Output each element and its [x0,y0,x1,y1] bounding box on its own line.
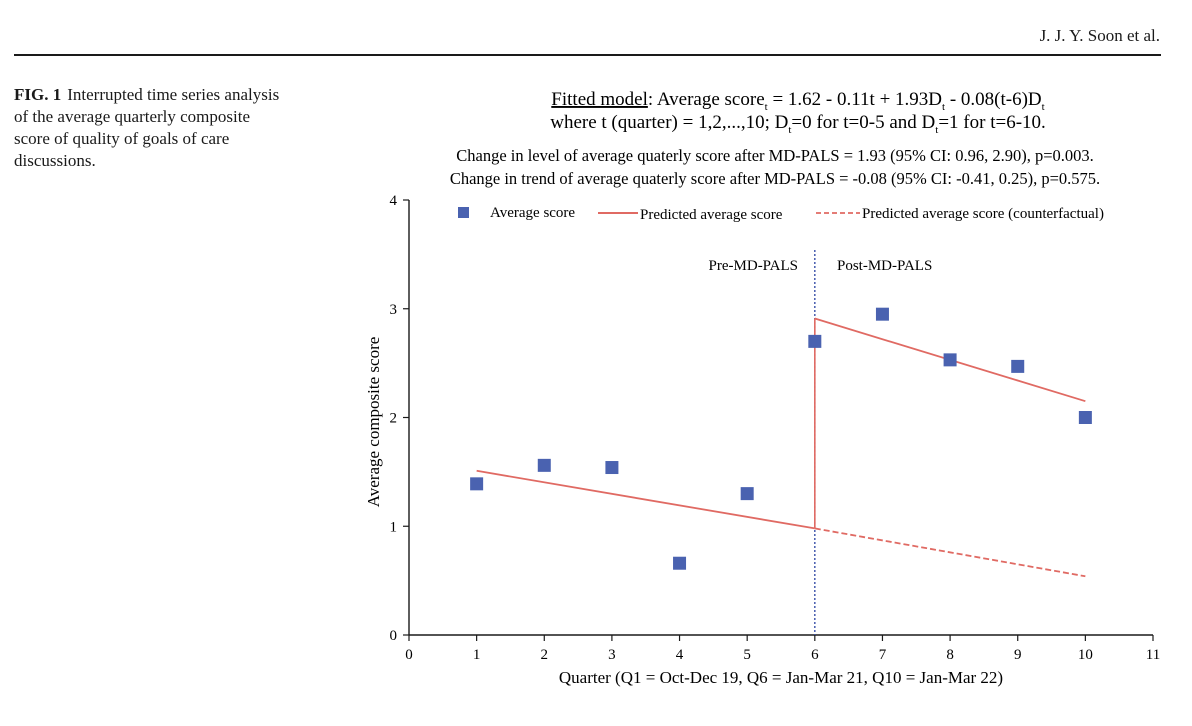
x-tick-label: 10 [1078,647,1093,663]
data-point [1078,411,1092,424]
change-trend-text: Change in trend of average quaterly scor… [450,169,1100,188]
data-point [470,477,484,491]
model-subscript: t [788,124,791,136]
model-eq-part: =0 for t=0-5 and D [791,112,935,133]
data-point [808,334,822,348]
legend-label-average: Average score [490,205,575,221]
data-point [537,458,551,472]
y-tick-label: 3 [390,302,398,318]
x-tick-label: 2 [541,647,549,663]
phase-label-pre: Pre-MD-PALS [709,258,798,274]
x-tick-label: 8 [946,647,954,663]
x-tick-label: 3 [608,647,616,663]
x-tick-label: 5 [743,647,751,663]
model-eq-part: where t (quarter) = 1,2,...,10; D [550,112,788,133]
y-tick-label: 4 [390,193,398,209]
axes: 0 1 2 3 4 5 6 7 8 9 10 11 0 1 2 3 4 [390,193,1161,663]
legend-label-counterfactual: Predicted average score (counterfactual) [862,206,1104,222]
running-head: J. J. Y. Soon et al. [1039,26,1160,45]
change-level-text: Change in level of average quaterly scor… [456,146,1094,165]
y-tick-label: 0 [390,628,398,644]
y-tick-label: 1 [390,519,398,535]
x-axis-label: Quarter (Q1 = Oct-Dec 19, Q6 = Jan-Mar 2… [559,668,1003,687]
x-tick-label: 6 [811,647,819,663]
header-rule [14,54,1161,56]
model-equation-line2: where t (quarter) = 1,2,...,10; Dt=0 for… [550,112,1046,136]
phase-label-post: Post-MD-PALS [837,258,932,274]
data-point [1011,359,1025,373]
y-axis-label: Average composite score [364,337,383,508]
data-point [673,556,687,570]
data-point [943,353,957,367]
x-tick-label: 9 [1014,647,1022,663]
figure-caption: FIG. 1 Interrupted time series analysis o… [14,84,284,172]
legend-label-predicted: Predicted average score [640,207,783,223]
x-tick-label: 1 [473,647,481,663]
data-point [875,307,889,321]
model-subscript: t [1042,101,1045,113]
x-ticks: 0 1 2 3 4 5 6 7 8 9 10 11 [405,635,1160,663]
model-text: Fitted model: Average scoret = 1.62 - 0.… [550,89,1046,136]
x-tick-label: 0 [405,647,413,663]
model-label: Fitted model [551,89,648,110]
legend-marker-average [458,207,469,218]
model-subscript: t [765,101,768,113]
y-ticks: 0 1 2 3 4 [390,193,409,644]
counterfactual-line [814,527,1086,578]
data-point [740,487,754,501]
data-point [605,461,619,475]
figure-label: FIG. 1 [14,85,62,104]
legend: Average score Predicted average score Pr… [458,205,1104,223]
x-tick-label: 11 [1146,647,1160,663]
model-eq-part: = 1.62 - 0.11t + 1.93D [768,89,942,110]
figure-caption-text: Interrupted time series analysis of the … [14,85,280,170]
page-header: J. J. Y. Soon et al. [0,0,1192,57]
plot-area [470,250,1092,635]
model-eq-part: - 0.08(t-6)D [945,89,1042,110]
y-tick-label: 2 [390,411,398,427]
model-subscript: t [942,101,945,113]
model-eq-part: =1 for t=6-10. [938,112,1045,133]
x-tick-label: 7 [879,647,887,663]
x-tick-label: 4 [676,647,684,663]
model-eq-part: : Average score [648,89,765,110]
model-equation-line1: Fitted model: Average scoret = 1.62 - 0.… [551,89,1044,113]
model-subscript: t [935,124,938,136]
predicted-line [476,469,815,530]
